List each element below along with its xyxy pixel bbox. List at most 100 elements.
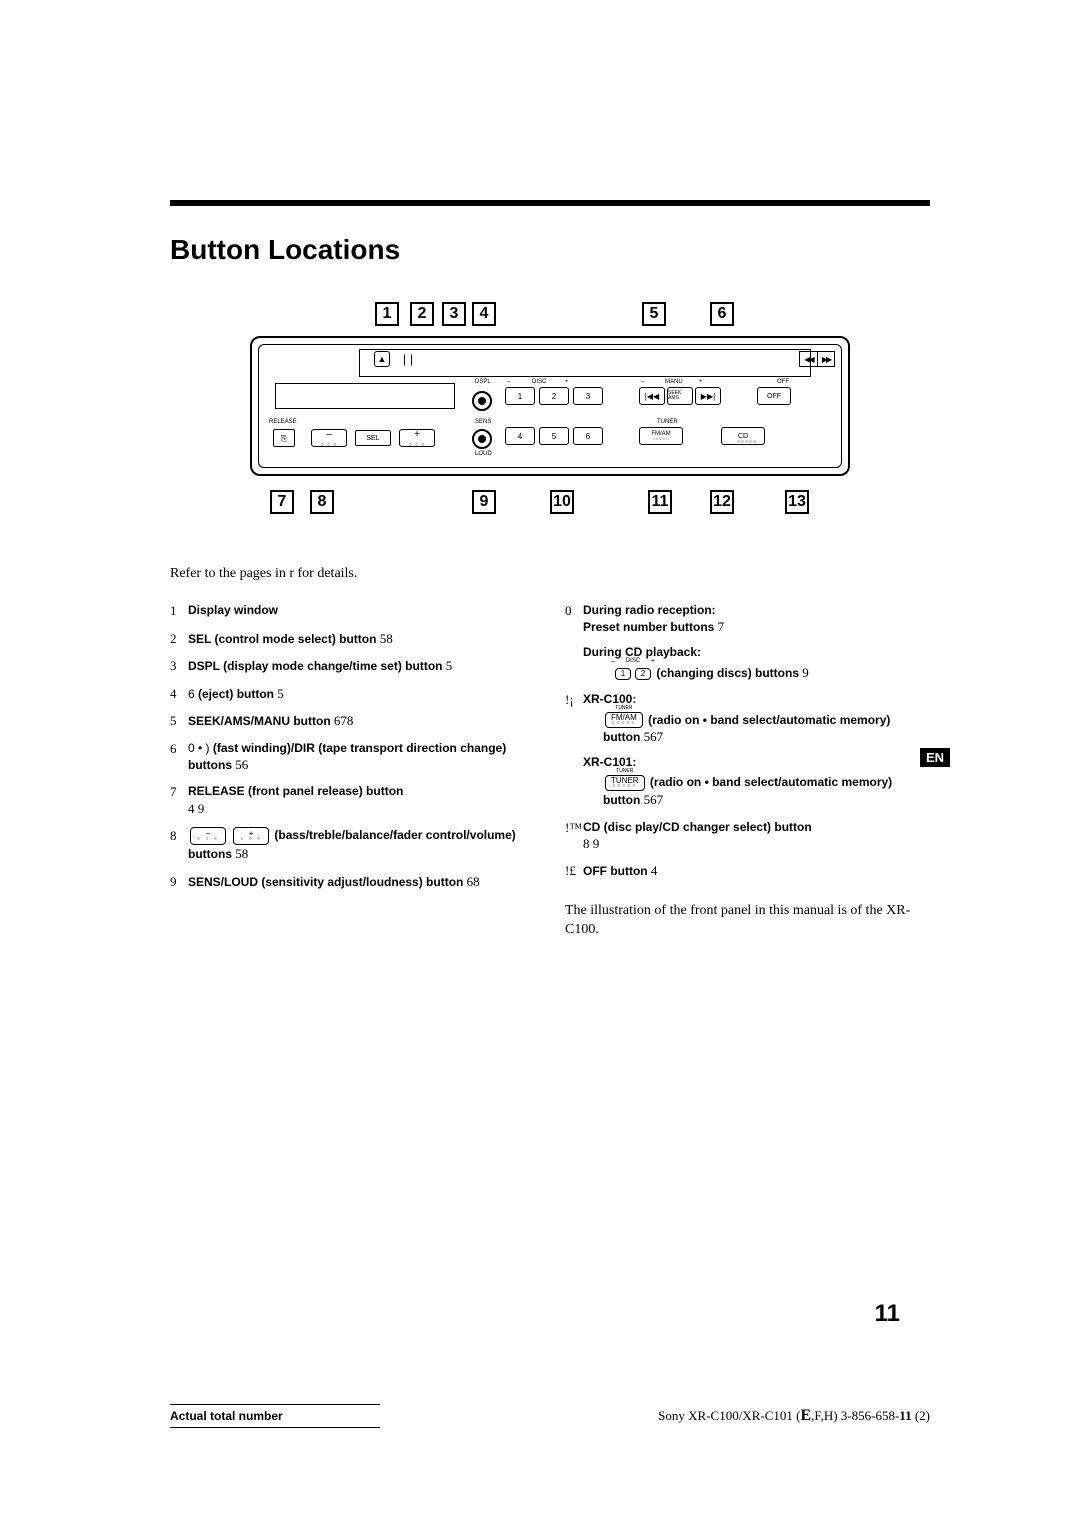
footer-e: E [800,1407,811,1424]
item-num-12: !™ [565,819,583,837]
footer: Actual total number Sony XR-C100/XR-C101… [170,1404,930,1428]
fast-forward-rewind: ◀◀ ▶▶ [799,351,835,367]
list-item: 7RELEASE (front panel release) button4 9 [170,783,535,817]
sens-loud-knob [472,429,492,449]
item-10: 0 During radio reception: Preset number … [565,602,930,681]
illustration-note: The illustration of the front panel in t… [565,902,930,940]
item-12: !™ CD (disc play/CD changer select) butt… [565,819,930,853]
disc-plus: + [651,657,655,666]
item-body: 6 (eject) button 5 [188,685,535,703]
release-label: RELEASE [269,419,297,425]
item11-pg2: 567 [640,792,663,807]
dots-under-2: ○○○○○ [611,784,639,789]
footer-post: ,F,H) 3-856-658- [811,1408,899,1423]
item10-pg1: 7 [714,619,724,634]
seek-ams-label: SEEK AMS [667,387,693,405]
front-panel-diagram: 123456 ▲ ◀◀ ▶▶ DSPL – DISC + 1 2 [250,302,850,516]
item-num: 9 [170,873,188,891]
device-inner: ▲ ◀◀ ▶▶ DSPL – DISC + 1 2 3 – M [258,344,842,468]
item-body: –○ ○ ○ +○ ○ ○ (bass/treble/balance/fader… [188,827,535,863]
dots-under-1: ○○○○○ [611,721,637,726]
callout-6: 6 [710,302,734,326]
tuner-top1: TUNER [606,706,642,711]
fmam-button: FM/AM ○○○○○ [639,427,683,445]
volume-up: + ○ ○ ○ [399,429,435,447]
device-outline: ▲ ◀◀ ▶▶ DSPL – DISC + 1 2 3 – M [250,336,850,476]
preset-1: 1 [505,387,535,405]
disc-label: DISC [532,379,546,385]
item-body-10: During radio reception: Preset number bu… [583,602,930,681]
eject-icon: ▲ [374,351,390,367]
footer-right: Sony XR-C100/XR-C101 (E,F,H) 3-856-658-1… [658,1407,930,1425]
model-c100: XR-C100: [583,692,636,706]
item-body: SEEK/AMS/MANU button 678 [188,712,535,730]
disc-minus-label: – [507,379,510,385]
callout-2: 2 [410,302,434,326]
disc-btn-2: 2 [635,668,651,680]
footer-end: (2) [912,1408,930,1423]
list-item: 5SEEK/AMS/MANU button 678 [170,712,535,730]
model-c101: XR-C101: [583,755,636,769]
callout-row-bottom: 78910111213 [250,482,850,516]
off-label-top: OFF [777,379,789,385]
sel-button: SEL [355,430,391,446]
item-body-12: CD (disc play/CD changer select) button … [583,819,930,853]
disc-plus-label: + [565,379,569,385]
item-body: 0 • ) (fast winding)/DIR (tape transport… [188,740,535,774]
fmam-dots: ○○○○○ [652,437,669,441]
callout-12: 12 [710,490,734,514]
item11-pg1: 567 [640,729,663,744]
preset-3: 3 [573,387,603,405]
page-number: 11 [875,1300,900,1328]
callout-11: 11 [648,490,672,514]
footer-bold: 11 [899,1408,911,1423]
callout-10: 10 [550,490,574,514]
seek-plus: ▶▶| [695,387,721,405]
item-body: DSPL (display mode change/time set) butt… [188,657,535,675]
item-11: !¡ XR-C100: TUNER FM/AM ○○○○○ (radio on … [565,691,930,808]
footer-pre: Sony XR-C100/XR-C101 ( [658,1408,800,1423]
item10-line2: Preset number buttons [583,620,714,634]
cd-dots: ○○○○○ [737,439,757,445]
list-item: 2SEL (control mode select) button 58 [170,630,535,648]
item13-bold: OFF button [583,864,648,878]
item13-pg: 4 [648,863,658,878]
callout-row-top: 123456 [250,302,850,332]
list-item: 9SENS/LOUD (sensitivity adjust/loudness)… [170,873,535,891]
list-item: 1Display window [170,602,535,620]
tuner-top2: TUNER [606,769,644,774]
release-icon: ⎘ [274,430,294,448]
preset-2: 2 [539,387,569,405]
plus-icon: + [414,429,420,440]
item-body: SEL (control mode select) button 58 [188,630,535,648]
loud-label: LOUD [475,451,492,457]
top-rule [170,200,930,206]
content-columns: 1Display window2SEL (control mode select… [170,602,930,940]
item-num: 8 [170,827,188,845]
callout-3: 3 [442,302,466,326]
item-num: 3 [170,657,188,675]
manu-label: MANU [665,379,683,385]
disc-minus: – [611,657,615,666]
minus-icon: – [326,429,332,440]
item-num: 4 [170,685,188,703]
sens-label: SENS [475,419,491,425]
item10-pg2: 9 [799,665,809,680]
list-item: 46 (eject) button 5 [170,685,535,703]
right-column: 0 During radio reception: Preset number … [565,602,930,940]
manu-minus-label: – [641,379,644,385]
fforward-icon: ▶▶ [817,351,835,367]
item-num: 5 [170,712,188,730]
preset-4: 4 [505,427,535,445]
item10-line1: During radio reception: [583,603,716,617]
item-num: 2 [170,630,188,648]
item-13: !£ OFF button 4 [565,862,930,880]
dots-icon: ○ ○ ○ [321,442,338,448]
refer-text: Refer to the pages in r for details. [170,566,930,582]
item-body: SENS/LOUD (sensitivity adjust/loudness) … [188,873,535,891]
callout-7: 7 [270,490,294,514]
release-button: ⎘ [273,429,295,447]
item-body-13: OFF button 4 [583,862,930,880]
volume-down: – ○ ○ ○ [311,429,347,447]
item12-bold: CD (disc play/CD changer select) button [583,820,812,834]
